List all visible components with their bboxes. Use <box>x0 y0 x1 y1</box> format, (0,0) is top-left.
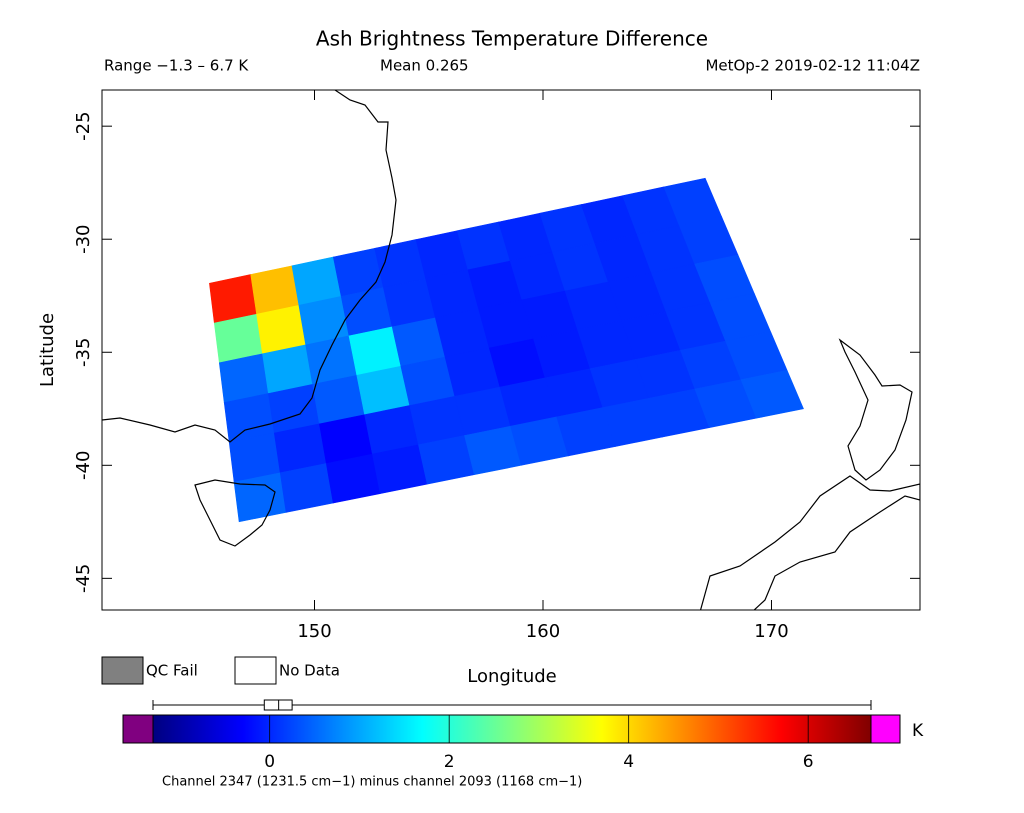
colorbar-tick-label: 6 <box>803 752 814 772</box>
colorbar-tick-label: 0 <box>264 752 275 772</box>
colorbar-under <box>122 714 154 744</box>
legend-label: QC Fail <box>146 662 198 680</box>
legend-swatch <box>101 656 144 685</box>
colorbar-tick-label: 4 <box>623 752 634 772</box>
x-axis-label: Longitude <box>467 666 557 687</box>
tasmania-coast <box>194 479 276 547</box>
legend-label: No Data <box>279 662 340 680</box>
south-island-coast <box>699 475 920 610</box>
north-island-coast <box>838 338 913 481</box>
swath <box>209 177 804 523</box>
x-tick-label: 160 <box>526 621 560 642</box>
x-tick-label: 150 <box>297 621 331 642</box>
coastlines <box>102 90 920 610</box>
colorbar-over <box>870 714 901 744</box>
colorbar-caption: Channel 2347 (1231.5 cm−1) minus channel… <box>162 775 582 790</box>
range-label: Range −1.3 – 6.7 K <box>104 57 249 75</box>
colorbar <box>152 714 872 744</box>
platform-label: MetOp-2 2019-02-12 11:04Z <box>705 57 920 75</box>
title: Ash Brightness Temperature Difference <box>316 27 708 51</box>
y-tick-label: -45 <box>73 564 94 593</box>
swath-cell <box>740 369 804 419</box>
y-tick-label: -30 <box>73 225 94 254</box>
mean-label: Mean 0.265 <box>380 57 469 75</box>
legend-swatch <box>234 656 277 685</box>
x-tick-label: 170 <box>754 621 788 642</box>
y-axis-label: Latitude <box>37 313 58 387</box>
colorbar-tick-label: 2 <box>444 752 455 772</box>
plot-frame <box>101 89 921 611</box>
y-tick-label: -40 <box>73 451 94 480</box>
y-tick-label: -25 <box>73 111 94 140</box>
colorbar-unit: K <box>912 721 924 741</box>
y-tick-label: -35 <box>73 338 94 367</box>
australia-coast <box>102 90 397 443</box>
